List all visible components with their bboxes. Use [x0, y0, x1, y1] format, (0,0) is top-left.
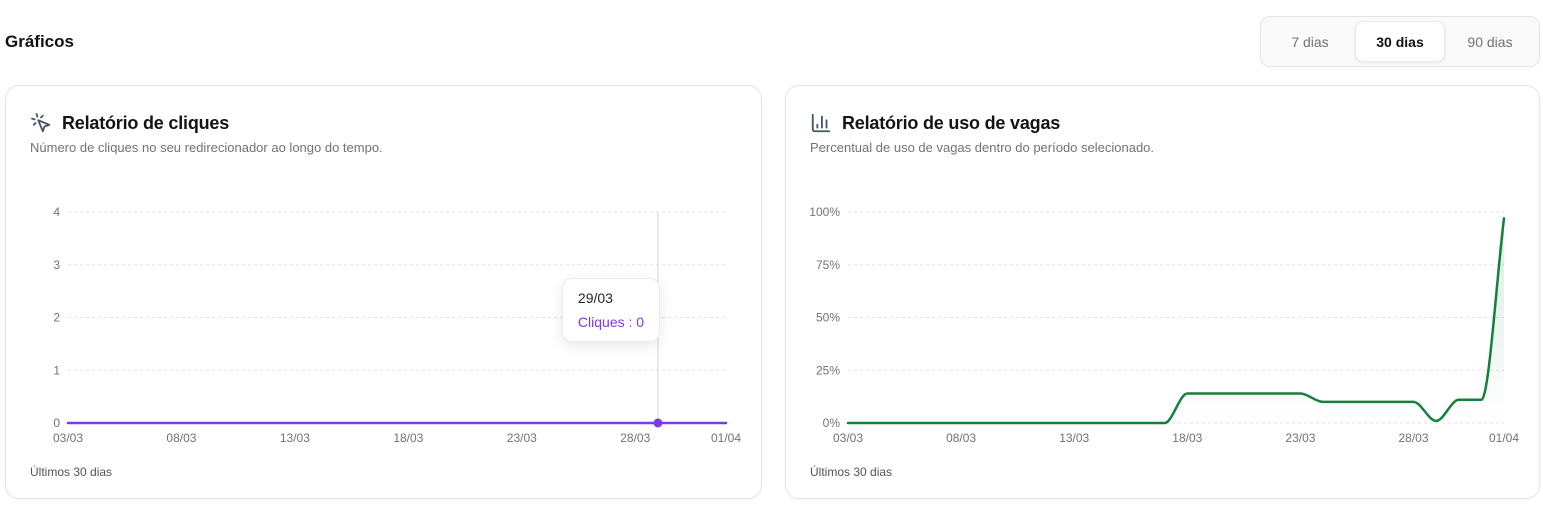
svg-text:13/03: 13/03	[280, 431, 310, 445]
clicks-report-subtitle: Número de cliques no seu redirecionador …	[30, 140, 383, 155]
period-7-days-button[interactable]: 7 dias	[1265, 21, 1355, 62]
bar-chart-icon	[810, 112, 832, 134]
vacancy-usage-footer: Últimos 30 dias	[810, 465, 893, 479]
cards-row: Relatório de cliques Número de cliques n…	[5, 85, 1543, 499]
svg-text:0: 0	[53, 416, 60, 430]
clicks-report-header: Relatório de cliques	[6, 86, 761, 134]
svg-text:08/03: 08/03	[166, 431, 196, 445]
period-90-days-button[interactable]: 90 dias	[1445, 21, 1535, 62]
tooltip-date: 29/03	[577, 290, 613, 306]
vacancy-usage-chart[interactable]: 0% 25% 50% 75% 100% 03/03 08/03 13/03 18/03 23/03…	[786, 190, 1539, 455]
svg-text:23/03: 23/03	[1285, 431, 1315, 445]
svg-text:01/04: 01/04	[711, 431, 741, 445]
svg-text:23/03: 23/03	[507, 431, 537, 445]
topbar: Gráficos 7 dias 30 dias 90 dias	[5, 0, 1543, 67]
svg-text:1: 1	[53, 363, 60, 377]
clicks-report-card: Relatório de cliques Número de cliques n…	[5, 85, 762, 499]
vacancy-usage-subtitle: Percentual de uso de vagas dentro do per…	[810, 140, 1155, 155]
svg-text:75%: 75%	[816, 258, 840, 272]
svg-text:2: 2	[53, 311, 60, 325]
vacancy-usage-card: Relatório de uso de vagas Percentual de …	[785, 85, 1540, 499]
clicks-report-title: Relatório de cliques	[62, 112, 230, 133]
svg-text:13/03: 13/03	[1059, 431, 1089, 445]
period-30-days-button[interactable]: 30 dias	[1355, 21, 1445, 62]
svg-text:03/03: 03/03	[53, 431, 83, 445]
svg-text:0%: 0%	[823, 416, 841, 430]
clicks-chart-svg[interactable]: 0 1 2 3 4 03/03 08/03 13/03 18/03 23/03 28/03 01/04	[6, 190, 761, 450]
clicks-report-footer: Últimos 30 dias	[30, 465, 113, 479]
period-selector: 7 dias 30 dias 90 dias	[1260, 16, 1540, 67]
svg-text:50%: 50%	[816, 311, 840, 325]
svg-text:3: 3	[53, 258, 60, 272]
vacancy-usage-chart-svg[interactable]: 0% 25% 50% 75% 100% 03/03 08/03 13/03 18/03 23/03…	[786, 190, 1539, 450]
svg-text:03/03: 03/03	[833, 431, 863, 445]
vacancy-usage-header: Relatório de uso de vagas	[786, 86, 1539, 134]
svg-text:28/03: 28/03	[620, 431, 650, 445]
svg-text:18/03: 18/03	[1172, 431, 1202, 445]
svg-text:28/03: 28/03	[1399, 431, 1429, 445]
svg-text:18/03: 18/03	[393, 431, 423, 445]
vacancy-usage-title: Relatório de uso de vagas	[842, 112, 1061, 133]
svg-text:25%: 25%	[816, 363, 840, 377]
svg-text:01/04: 01/04	[1489, 431, 1519, 445]
chart-tooltip: 29/03 Cliques : 0	[561, 278, 661, 342]
tooltip-value: Cliques : 0	[577, 314, 645, 330]
page-title: Gráficos	[5, 31, 74, 51]
svg-text:4: 4	[53, 205, 60, 219]
clicks-chart[interactable]: 0 1 2 3 4 03/03 08/03 13/03 18/03 23/03 28/03 01/04…	[6, 190, 761, 455]
svg-text:100%: 100%	[809, 205, 840, 219]
svg-text:08/03: 08/03	[946, 431, 976, 445]
mouse-pointer-click-icon	[30, 112, 52, 134]
